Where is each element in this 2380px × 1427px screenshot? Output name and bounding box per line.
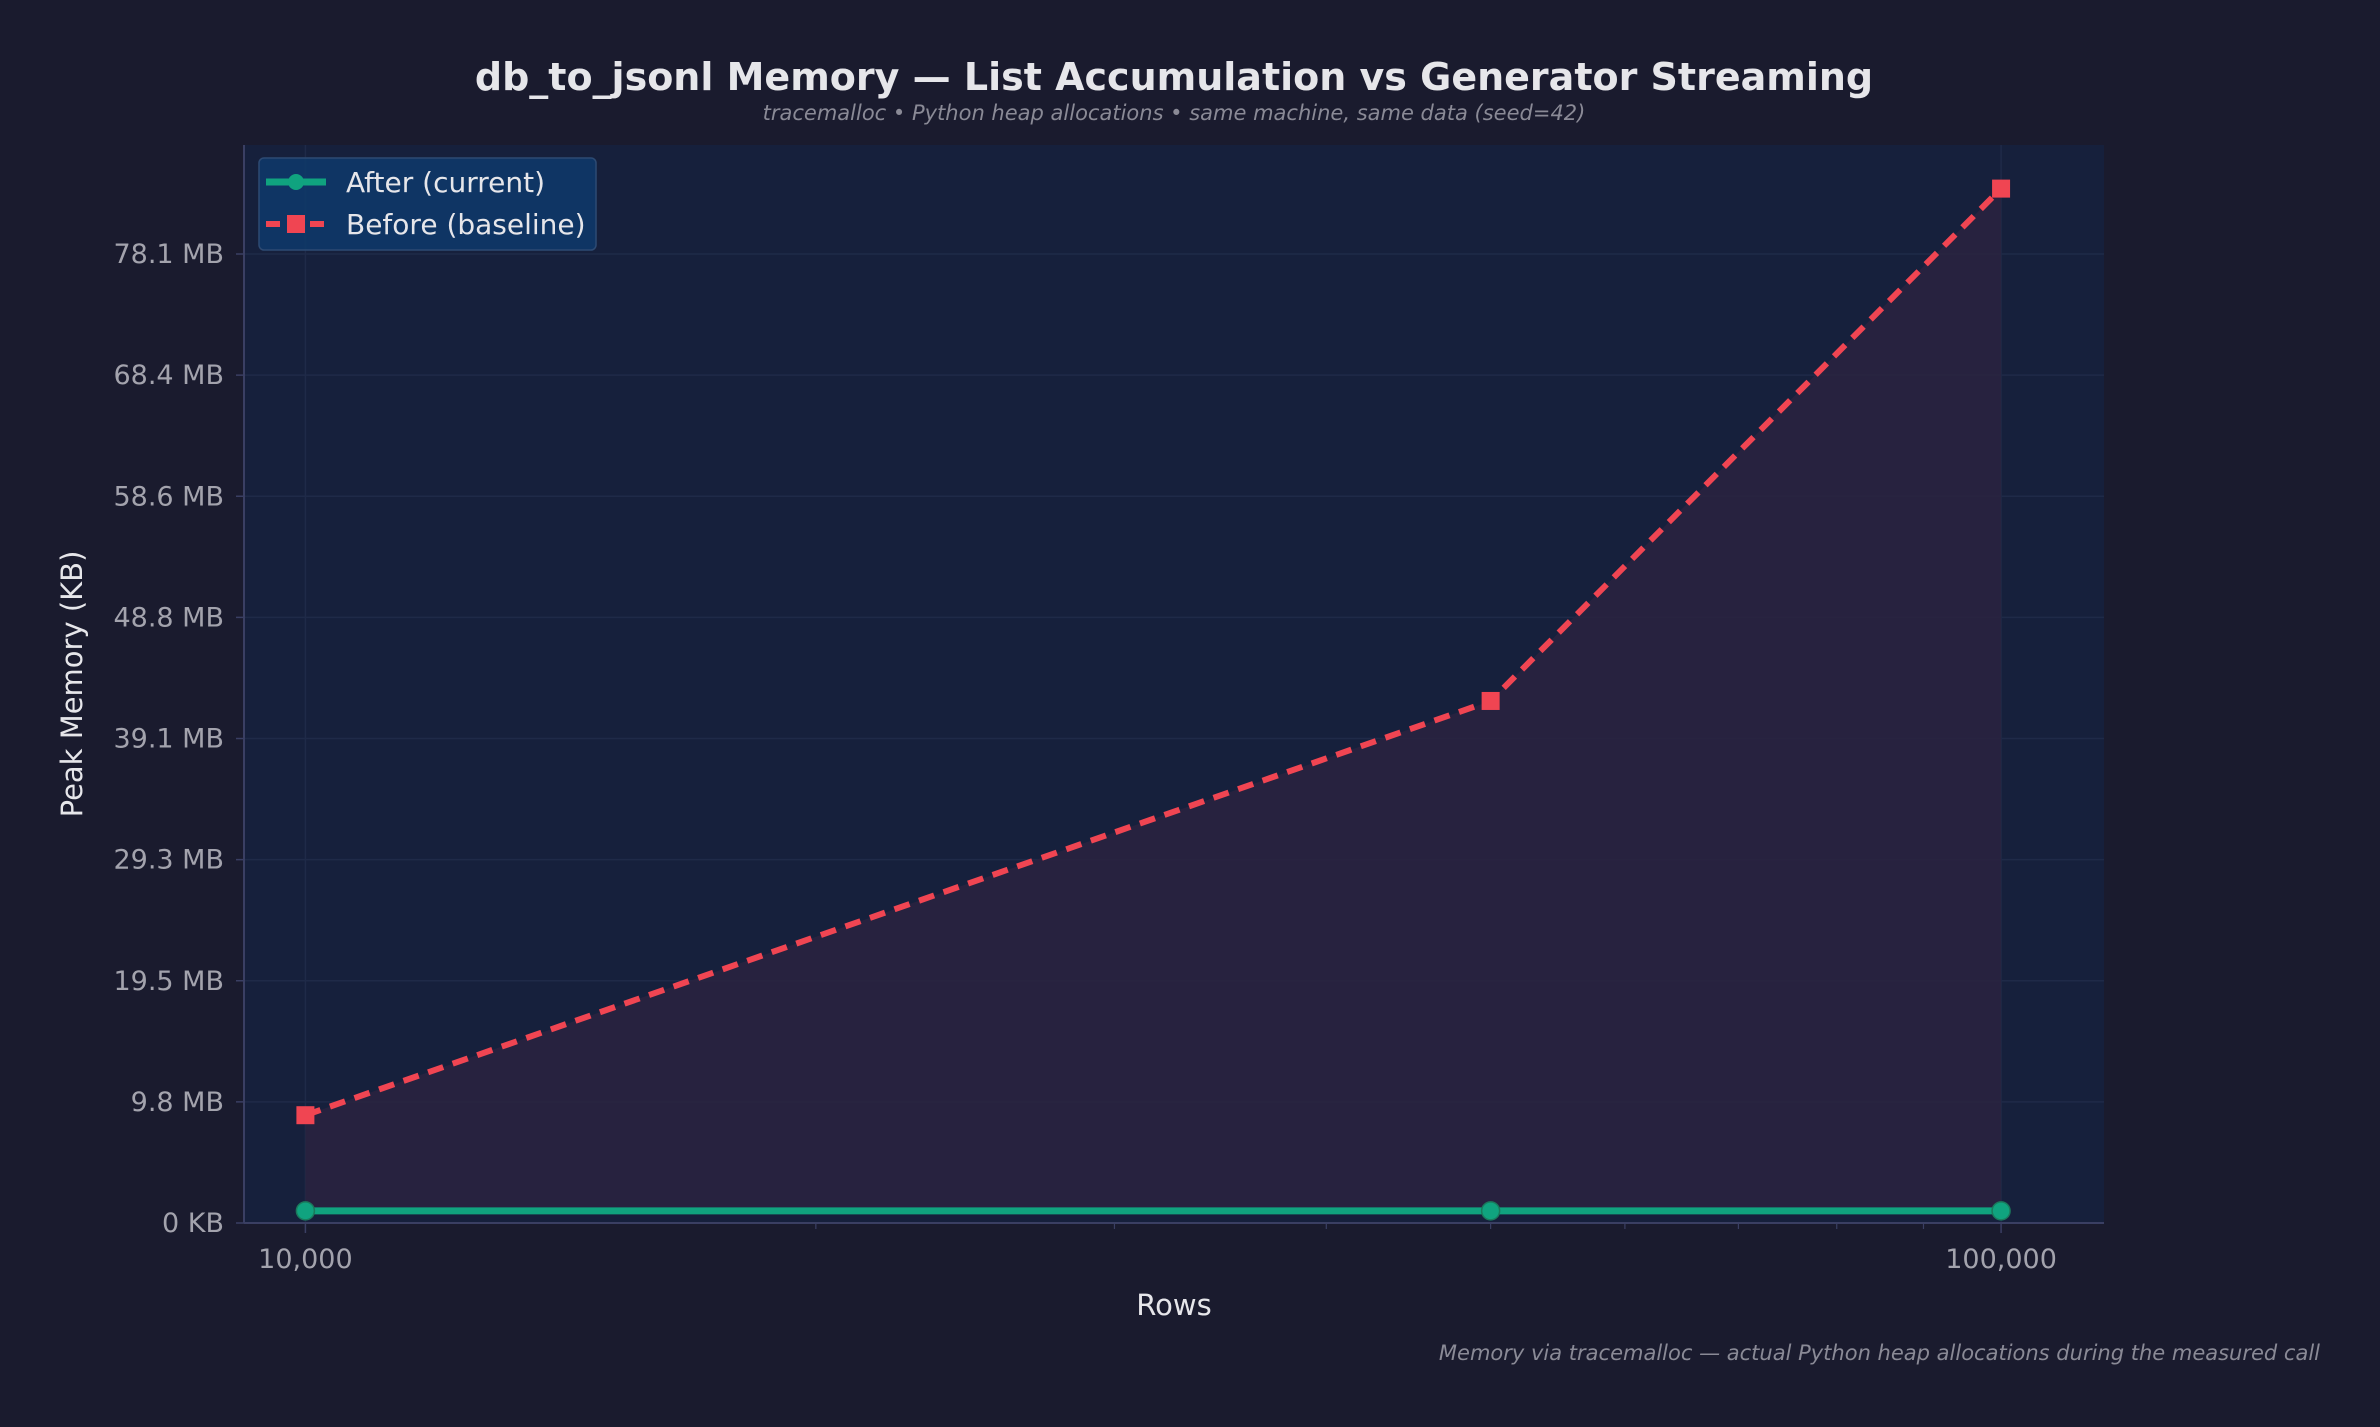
y-axis-label: Peak Memory (KB) xyxy=(55,551,89,818)
x-tick-label: 10,000 xyxy=(258,1244,352,1275)
data-point-after xyxy=(1480,1201,1501,1221)
legend-after-marker xyxy=(288,174,304,190)
data-point-before xyxy=(1992,179,2011,198)
data-point-before xyxy=(296,1106,315,1125)
y-tick-label: 19.5 MB xyxy=(113,966,224,997)
x-tick-label: 100,000 xyxy=(1945,1244,2057,1275)
x-axis-label: Rows xyxy=(1136,1288,1211,1322)
legend-box xyxy=(258,157,597,251)
y-tick-label: 48.8 MB xyxy=(113,602,224,633)
y-tick-label: 9.8 MB xyxy=(131,1087,224,1118)
y-tick-label: 39.1 MB xyxy=(113,724,224,755)
data-point-after xyxy=(1991,1201,2011,1221)
chart-title: db_to_jsonl Memory — List Accumulation v… xyxy=(475,55,1873,99)
legend-before-label: Before (baseline) xyxy=(346,208,586,241)
data-point-after xyxy=(295,1201,316,1221)
legend-before-marker xyxy=(287,215,305,233)
y-tick-label: 78.1 MB xyxy=(113,239,224,270)
legend: After (current) Before (baseline) xyxy=(258,157,597,251)
axes xyxy=(236,145,2104,1233)
y-tick-label: 29.3 MB xyxy=(113,845,224,876)
footnote: Memory via tracemalloc — actual Python h… xyxy=(1439,1341,2320,1365)
y-tick-label: 0 KB xyxy=(162,1208,224,1239)
chart-subtitle: tracemalloc • Python heap allocations • … xyxy=(763,101,1586,125)
data-point-before xyxy=(1481,691,1500,710)
tick-labels: 0 KB 9.8 MB 19.5 MB 29.3 MB 39.1 MB 48.8 MB 58… xyxy=(113,239,2056,1275)
legend-after-label: After (current) xyxy=(346,166,545,199)
y-tick-label: 58.6 MB xyxy=(113,481,224,512)
fill-between-area xyxy=(305,188,2002,1211)
data-series xyxy=(295,179,2011,1221)
fill-between-polygon xyxy=(305,188,2002,1211)
y-tick-label: 68.4 MB xyxy=(113,360,224,391)
